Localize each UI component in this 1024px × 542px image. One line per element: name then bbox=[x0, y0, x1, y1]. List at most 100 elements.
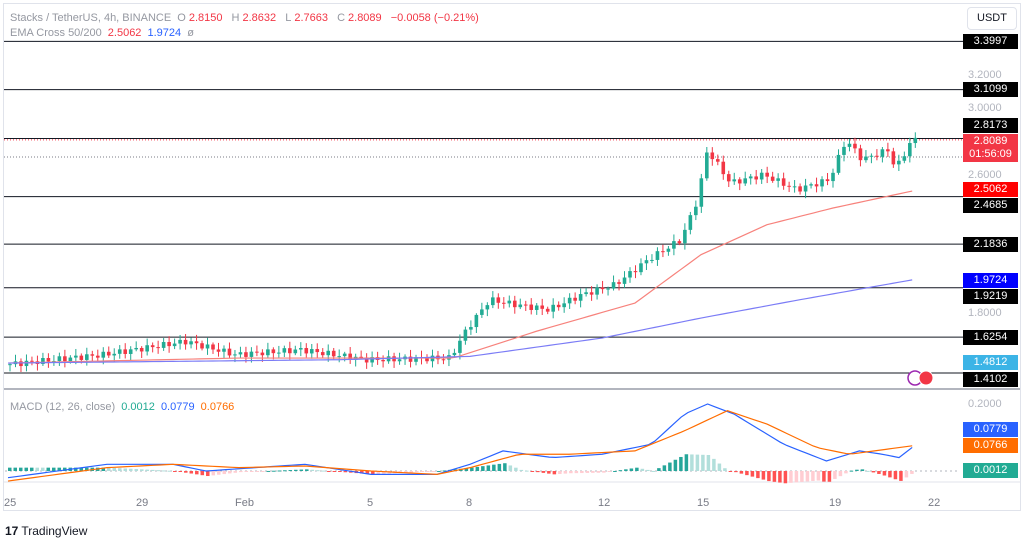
macd-histogram-bar bbox=[833, 471, 837, 479]
macd-histogram-bar bbox=[52, 467, 56, 471]
macd-histogram-bar bbox=[415, 471, 419, 473]
candle-body bbox=[117, 349, 122, 354]
macd-histogram-bar bbox=[558, 471, 562, 474]
candle-body bbox=[156, 347, 160, 349]
candle-body bbox=[293, 349, 298, 354]
candle-body bbox=[853, 143, 857, 149]
candle-body bbox=[595, 287, 599, 295]
candle-body bbox=[562, 303, 566, 308]
macd-histogram-bar bbox=[624, 469, 628, 471]
candle-body bbox=[699, 178, 704, 207]
macd-histogram-bar bbox=[85, 467, 89, 471]
candle-body bbox=[672, 241, 676, 249]
candle-body bbox=[875, 155, 879, 157]
macd-histogram-bar bbox=[596, 471, 601, 473]
candle-body bbox=[19, 361, 23, 367]
candle-body bbox=[913, 137, 918, 144]
candle-body bbox=[606, 288, 610, 290]
macd-histogram-bar bbox=[613, 470, 617, 472]
candle-body bbox=[886, 149, 890, 152]
candle-body bbox=[46, 358, 51, 362]
macd-histogram-bar bbox=[239, 471, 243, 473]
date-tick: 19 bbox=[829, 497, 842, 509]
candle-body bbox=[891, 151, 896, 165]
macd-histogram-bar bbox=[57, 467, 62, 471]
macd-histogram-bar bbox=[706, 454, 711, 471]
currency-button[interactable]: USDT bbox=[967, 7, 1017, 30]
macd-histogram-bar bbox=[294, 469, 298, 471]
candle-body bbox=[249, 351, 254, 357]
candle-body bbox=[145, 345, 149, 352]
macd-histogram-bar bbox=[442, 470, 447, 472]
macd-histogram-bar bbox=[503, 463, 507, 471]
candle-body bbox=[507, 300, 512, 304]
open-value: 2.8150 bbox=[188, 12, 223, 24]
signal-badge: 0.0766 bbox=[963, 438, 1018, 453]
candle-body bbox=[277, 352, 281, 354]
macd-histogram-bar bbox=[844, 471, 848, 474]
candle-body bbox=[222, 348, 226, 352]
macd-histogram-bar bbox=[541, 471, 546, 473]
ema-legend[interactable]: EMA Cross 50/200 2.5062 1.9724 ø bbox=[10, 27, 197, 39]
macd-histogram-bar bbox=[305, 469, 309, 471]
price-tick: 3.0000 bbox=[968, 102, 1002, 114]
macd-tick: 0.2000 bbox=[968, 398, 1002, 410]
candle-body bbox=[8, 364, 12, 366]
macd-histogram-bar bbox=[789, 471, 793, 483]
candle-body bbox=[644, 260, 649, 264]
candle-body bbox=[112, 353, 117, 356]
macd-histogram-bar bbox=[871, 471, 876, 473]
candle-body bbox=[397, 359, 402, 362]
candle-body bbox=[150, 345, 155, 348]
macd-histogram-bar bbox=[321, 470, 326, 472]
candle-body bbox=[809, 184, 813, 186]
macd-histogram-bar bbox=[794, 471, 799, 483]
level-label: 2.4685 bbox=[963, 198, 1018, 213]
candle-body bbox=[529, 304, 534, 310]
macd-histogram-bar bbox=[640, 468, 645, 471]
macd-histogram-bar bbox=[255, 471, 260, 472]
candle-body bbox=[260, 352, 265, 356]
macd-signal-value: 0.0766 bbox=[200, 401, 235, 413]
macd-histogram-bar bbox=[838, 471, 843, 477]
candle-body bbox=[820, 179, 824, 187]
candle-body bbox=[688, 215, 693, 230]
candle-body bbox=[836, 154, 841, 173]
level-label: 1.9219 bbox=[963, 289, 1018, 304]
macd-histogram-bar bbox=[266, 470, 271, 472]
ohlc-open: O 2.8150 bbox=[177, 12, 225, 24]
date-tick: 22 bbox=[928, 497, 941, 509]
macd-legend[interactable]: MACD (12, 26, close) 0.0012 0.0779 0.076… bbox=[10, 401, 237, 413]
macd-histogram-bar bbox=[673, 459, 678, 471]
macd-histogram-bar bbox=[63, 467, 67, 471]
candle-body bbox=[408, 356, 413, 362]
macd-histogram-bar bbox=[591, 471, 595, 473]
macd-histogram-bar bbox=[162, 470, 166, 472]
date-tick: 29 bbox=[136, 497, 149, 509]
candle-body bbox=[732, 179, 737, 182]
macd-histogram-bar bbox=[24, 467, 29, 471]
candle-body bbox=[622, 277, 627, 284]
candle-body bbox=[798, 186, 802, 192]
macd-histogram-bar bbox=[618, 470, 623, 472]
macd-histogram-bar bbox=[79, 467, 84, 471]
macd-histogram-bar bbox=[580, 471, 584, 474]
macd-histogram-bar bbox=[607, 471, 612, 472]
low-badge: 1.4812 bbox=[963, 355, 1018, 370]
candle-body bbox=[178, 339, 182, 344]
price-tick: 1.8000 bbox=[968, 307, 1002, 319]
macd-histogram-bar bbox=[723, 468, 727, 471]
candle-body bbox=[474, 314, 479, 328]
candle-body bbox=[908, 143, 912, 157]
macd-histogram-bar bbox=[316, 470, 320, 472]
candle-body bbox=[650, 259, 654, 261]
candle-body bbox=[288, 348, 292, 354]
candle-body bbox=[518, 304, 523, 308]
macd-histogram-bar bbox=[849, 470, 854, 472]
macd-histogram-bar bbox=[228, 471, 232, 474]
candle-body bbox=[200, 343, 204, 349]
macd-histogram-bar bbox=[712, 458, 716, 471]
macd-histogram-bar bbox=[910, 471, 914, 474]
tradingview-logo[interactable]: 17 TradingView bbox=[5, 524, 87, 538]
